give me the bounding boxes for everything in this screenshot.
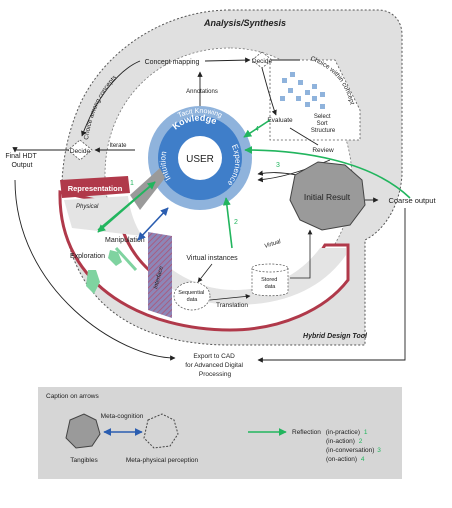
flow-arrows xyxy=(12,57,406,363)
stored-data-node xyxy=(251,263,289,297)
hybrid-design-tool-label: Hybrid Design Tool xyxy=(303,333,368,340)
tangibles-icon xyxy=(65,413,101,449)
initial-result-rock xyxy=(289,161,366,231)
reflection-arrows xyxy=(97,119,411,249)
reflection-item-1: (in-practice) xyxy=(326,429,360,436)
reflection-item-4: (on-action) xyxy=(326,456,357,463)
sequential-data-node xyxy=(173,281,211,311)
reflection-num-4: 4 xyxy=(361,456,365,463)
select-label: Select xyxy=(314,114,331,120)
sequential-data-line2: data xyxy=(187,297,199,303)
virtual-label: Virtual xyxy=(264,239,283,250)
arrow-number-1: 1 xyxy=(130,180,134,187)
export-cad-line1: Export to CAD xyxy=(193,353,235,360)
caption-title: Caption on arrows xyxy=(46,393,99,400)
arrow-number-3: 3 xyxy=(276,162,280,169)
representation-tab xyxy=(60,176,130,198)
meta-physical-icon xyxy=(143,413,179,449)
user-label: USER xyxy=(186,154,214,165)
coarse-output-label: Coarse output xyxy=(388,196,436,205)
tangible-objects xyxy=(86,250,122,294)
interface-band xyxy=(148,232,172,318)
sequential-data-line1: Sequential xyxy=(178,290,204,296)
reflection-num-3: 3 xyxy=(377,447,381,454)
user-core xyxy=(178,136,222,180)
representation-arrows xyxy=(197,229,313,301)
physical-label: Physical xyxy=(76,204,99,210)
manipulation-label: Manipulation xyxy=(105,237,145,244)
reflection-num-2: 2 xyxy=(359,438,363,445)
reflection-legend: Reflection (in-practice) 1 (in-action) 2… xyxy=(292,429,383,463)
sort-squares xyxy=(280,72,325,109)
initial-result-label: Initial Result xyxy=(304,192,351,202)
sort-label: Sort xyxy=(317,121,328,127)
structure-label: Structure xyxy=(311,128,336,134)
svg-text:Sequential data: Sequential data xyxy=(178,290,206,303)
meta-cognition-label: Meta-cognition xyxy=(101,413,144,420)
stored-data-line2: data xyxy=(265,284,277,290)
reflection-item-3: (in-conversation) xyxy=(326,447,374,454)
iterate-label: Iterate xyxy=(109,143,127,149)
svg-text:Stored data: Stored data xyxy=(261,277,279,290)
decide-top-label: Decide xyxy=(252,58,273,65)
evaluate-label: Evaluate xyxy=(267,117,293,124)
reflection-item-2: (in-action) xyxy=(326,438,355,445)
analysis-synthesis-title: Analysis/Synthesis xyxy=(203,18,286,28)
physical-band xyxy=(64,196,142,236)
decide-left-label: Decide xyxy=(70,148,91,155)
reflection-num-1: 1 xyxy=(364,429,368,436)
representation-title: Representation xyxy=(68,184,123,193)
export-cad-line2: for Advanced Digital xyxy=(185,362,243,369)
svg-text:Final HDT Output: Final HDT Output xyxy=(5,153,38,169)
meta-cognition-arrow xyxy=(137,207,169,241)
final-hdt-output-line1: Final HDT xyxy=(5,153,37,160)
translation-label: Translation xyxy=(216,302,248,309)
tacit-knowing-label: Tacit Knowing xyxy=(177,108,223,120)
svg-text:Export to CAD for Advanced: Export to CAD for Advanced Digital Proce… xyxy=(185,353,245,378)
meta-physical-label: Meta-physical perception xyxy=(126,457,199,464)
svg-text:Select Sort Structure: Select Sort Structure xyxy=(311,114,336,134)
arrow-number-2: 2 xyxy=(234,219,238,226)
export-cad-line3: Processing xyxy=(199,371,232,378)
tangibles-label: Tangibles xyxy=(70,457,98,464)
stored-data-line1: Stored xyxy=(261,277,277,283)
review-label: Review xyxy=(312,147,334,154)
final-hdt-output-line2: Output xyxy=(11,162,32,169)
virtual-instances-label: Virtual instances xyxy=(186,255,238,262)
concept-mapping-label: Concept mapping xyxy=(145,59,200,66)
annotations-label: Annotations xyxy=(186,89,218,95)
arrow-number-4: 4 xyxy=(255,126,259,133)
decide-left-node xyxy=(67,139,93,161)
exploration-label: Exploration xyxy=(70,253,105,260)
reflection-prefix: Reflection xyxy=(292,429,321,436)
